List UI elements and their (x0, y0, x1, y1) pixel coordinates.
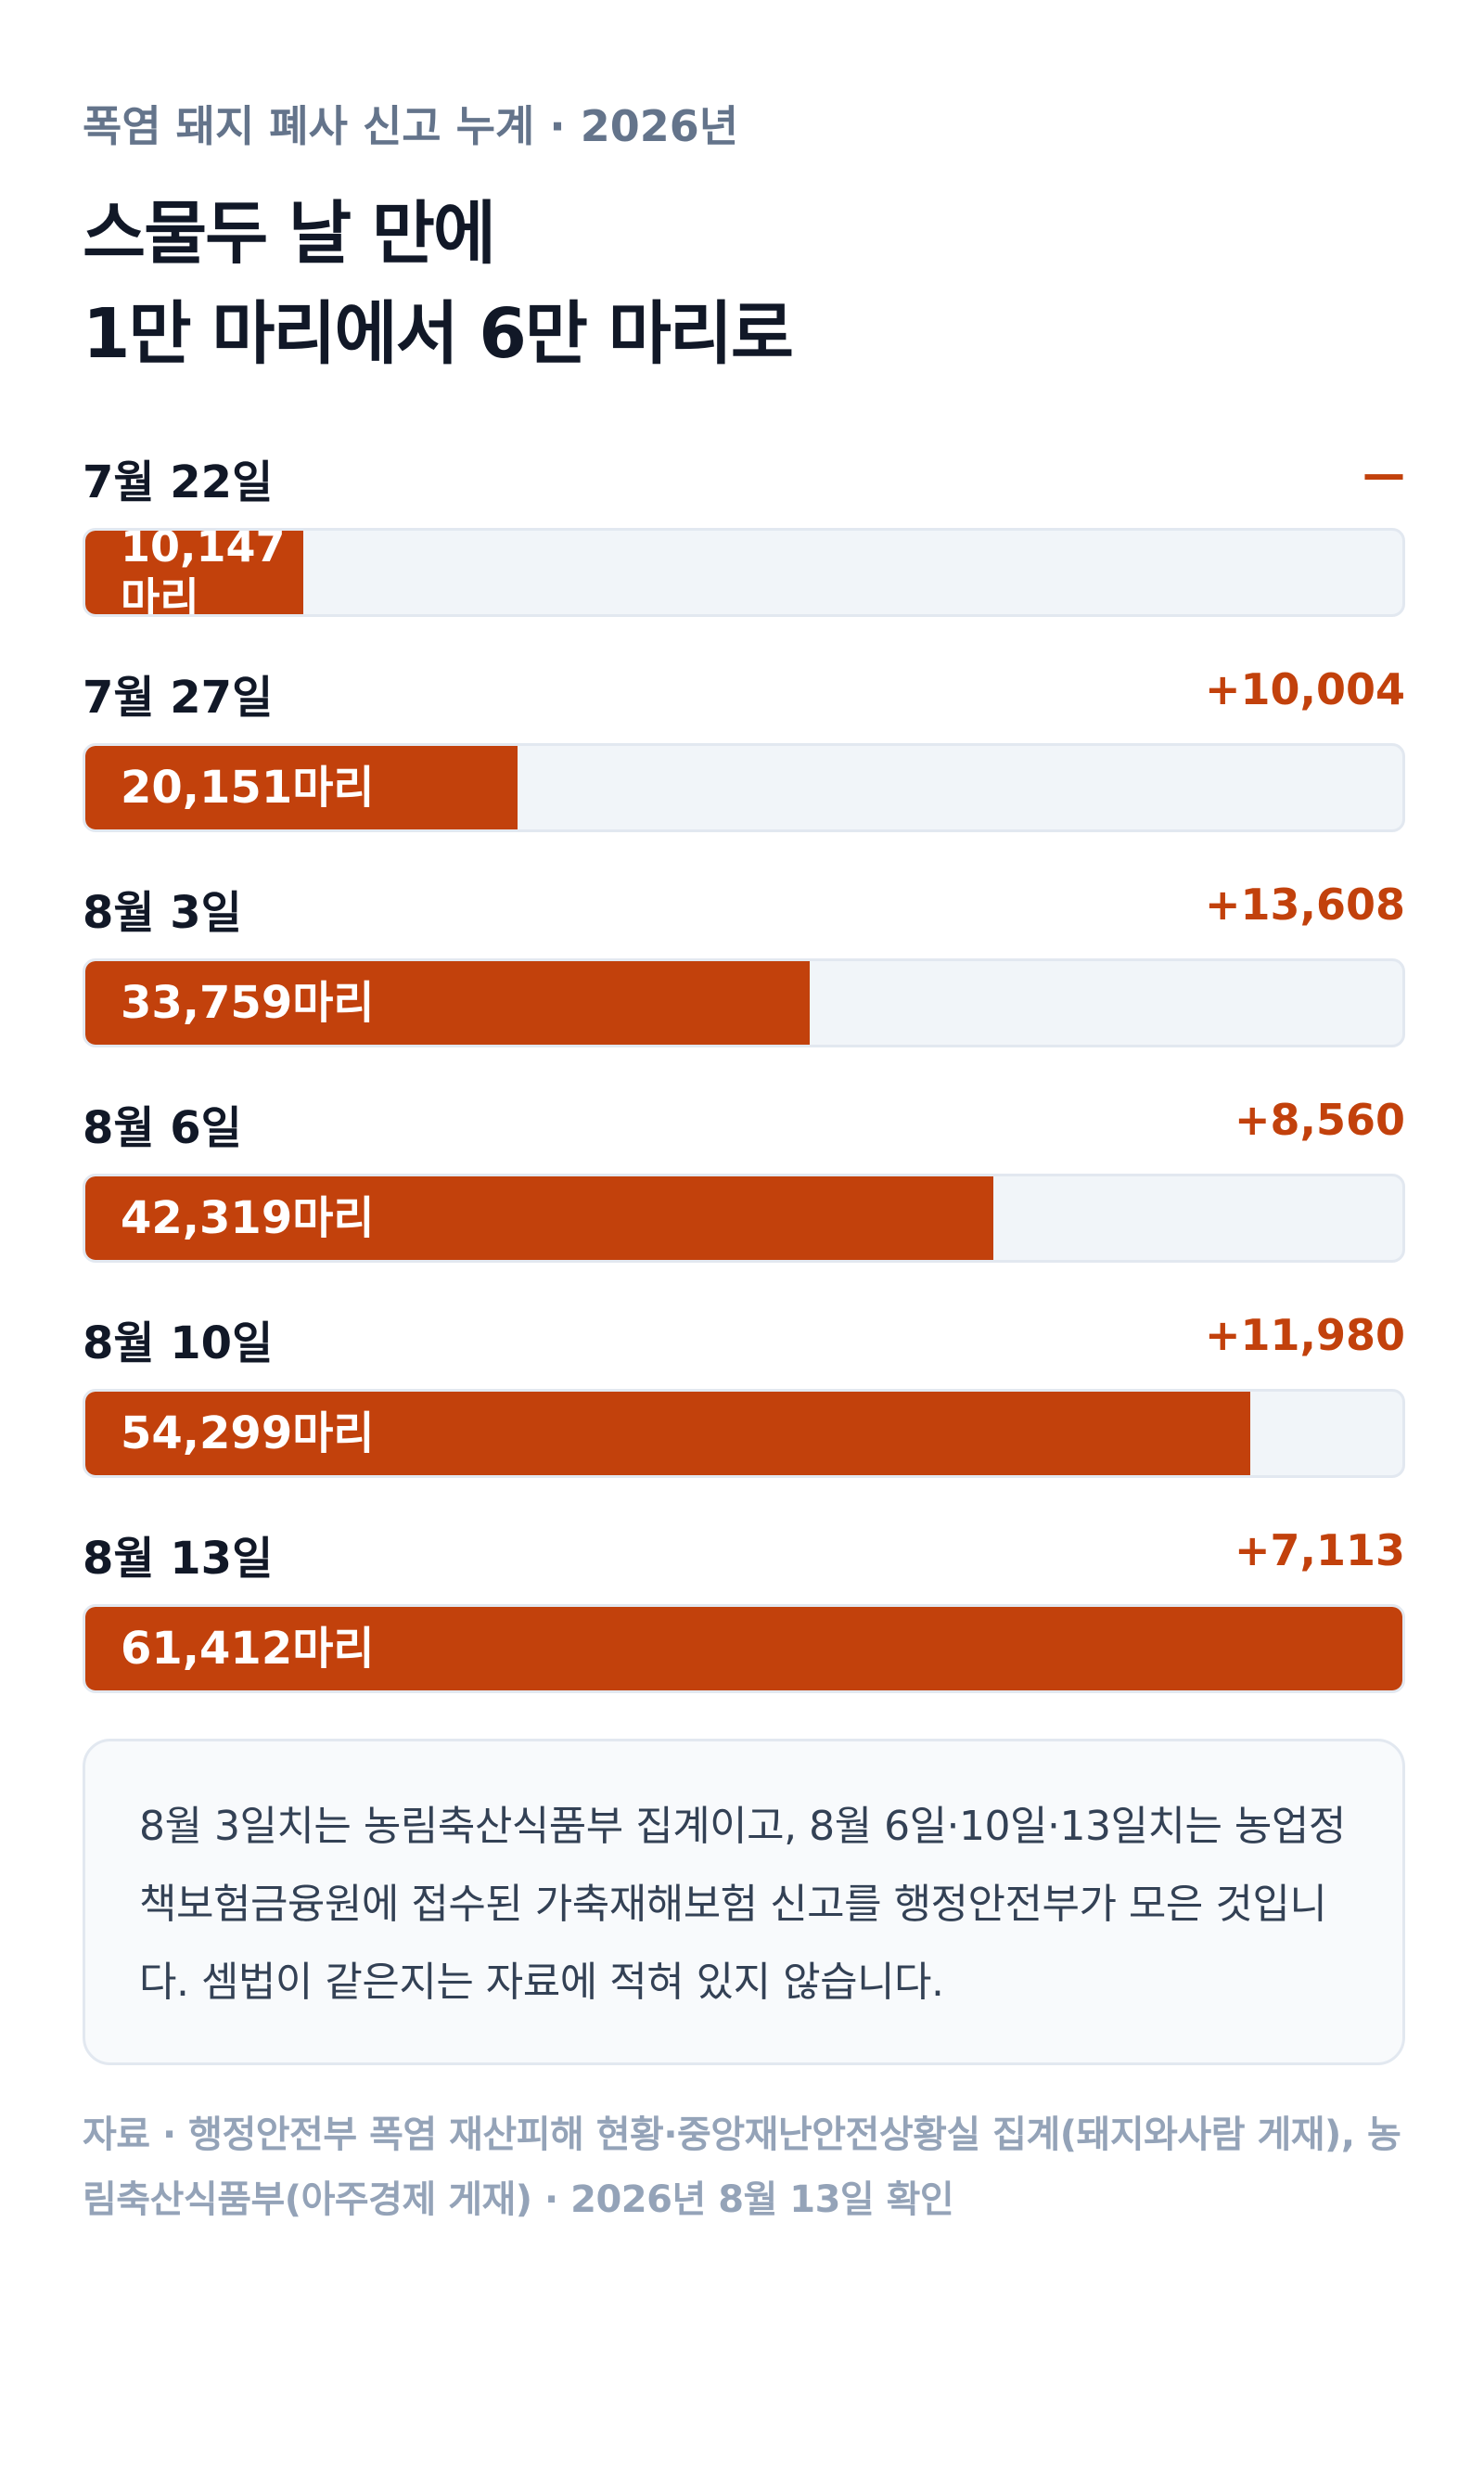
bar-value-label: 54,299마리 (121, 1407, 375, 1459)
bar-value-label: 20,151마리 (121, 762, 375, 814)
bar-row-header: 7월 22일 — (83, 445, 1405, 525)
note-text: 8월 3일치는 농림축산식품부 집계이고, 8월 6일·10일·13일치는 농업… (139, 1803, 1346, 2006)
bar-row-header: 8월 13일 +7,113 (83, 1522, 1405, 1601)
bar-fill (85, 1176, 993, 1260)
bar-delta-label: +10,004 (1204, 664, 1405, 714)
source-text: 자료 · 행정안전부 폭염 재산피해 현황·중앙재난안전상황실 집계(돼지와사람… (83, 2113, 1401, 2221)
bar-delta-label: — (1362, 449, 1405, 499)
bar-track: 54,299마리 (83, 1389, 1405, 1478)
bar-category-label: 8월 6일 (83, 1102, 242, 1154)
bar-chart: 7월 22일 — 10,147마리 7월 27일 +10,004 20,151마리 8월 3… (83, 445, 1405, 1737)
bar-category-label: 7월 22일 (83, 456, 274, 508)
bar-row-header: 7월 27일 +10,004 (83, 661, 1405, 740)
bar-fill (85, 746, 518, 829)
bar-track: 20,151마리 (83, 743, 1405, 832)
bar-row-header: 8월 10일 +11,980 (83, 1306, 1405, 1386)
bar-track: 61,412마리 (83, 1604, 1405, 1693)
bar-track: 33,759마리 (83, 958, 1405, 1047)
title-line-1: 스물두 날 만에 (83, 194, 496, 274)
bar-fill (85, 1392, 1250, 1475)
bar-value-label: 61,412마리 (121, 1623, 375, 1675)
bar-row: 8월 13일 +7,113 61,412마리 (83, 1522, 1405, 1737)
bar-category-label: 8월 13일 (83, 1533, 274, 1585)
bar-track: 10,147마리 (83, 528, 1405, 617)
bar-row-header: 8월 3일 +13,608 (83, 876, 1405, 956)
bar-row: 7월 27일 +10,004 20,151마리 (83, 661, 1405, 876)
bar-category-label: 7월 27일 (83, 672, 274, 724)
bar-delta-label: +13,608 (1204, 880, 1405, 930)
bar-value-label: 33,759마리 (121, 977, 375, 1029)
bar-value-label: 10,147마리 (121, 528, 286, 617)
bar-delta-label: +11,980 (1204, 1310, 1405, 1360)
bar-row: 8월 6일 +8,560 42,319마리 (83, 1091, 1405, 1306)
bar-category-label: 8월 10일 (83, 1317, 274, 1369)
bar-track: 42,319마리 (83, 1174, 1405, 1263)
bar-value-label: 42,319마리 (121, 1192, 375, 1244)
bar-delta-label: +7,113 (1234, 1525, 1405, 1575)
note-box: 8월 3일치는 농림축산식품부 집계이고, 8월 6일·10일·13일치는 농업… (83, 1739, 1405, 2065)
bar-row: 8월 10일 +11,980 54,299마리 (83, 1306, 1405, 1522)
bar-row: 7월 22일 — 10,147마리 (83, 445, 1405, 661)
bar-row: 8월 3일 +13,608 33,759마리 (83, 876, 1405, 1091)
kicker: 폭염 돼지 폐사 신고 누계 · 2026년 (83, 101, 739, 151)
bar-fill (85, 1607, 1402, 1690)
bar-category-label: 8월 3일 (83, 887, 242, 939)
bar-fill (85, 961, 810, 1045)
bar-fill (85, 531, 303, 614)
page-title: 스물두 날 만에 1만 마리에서 6만 마리로 (83, 184, 1400, 384)
title-line-2: 1만 마리에서 6만 마리로 (83, 294, 794, 374)
bar-row-header: 8월 6일 +8,560 (83, 1091, 1405, 1171)
bar-delta-label: +8,560 (1234, 1095, 1405, 1145)
